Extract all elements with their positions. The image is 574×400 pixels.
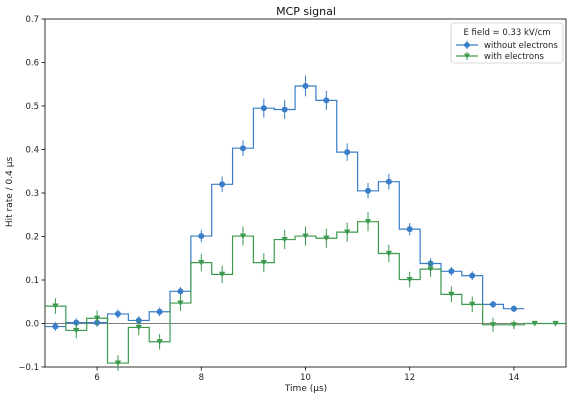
data-point (385, 250, 393, 257)
legend-label: without electrons (484, 41, 558, 51)
data-point (510, 305, 517, 312)
legend: E field = 0.33 kV/cm without electronswi… (450, 22, 564, 64)
data-point (552, 320, 559, 327)
data-point (281, 236, 288, 243)
data-point (343, 229, 351, 236)
data-point (469, 301, 476, 308)
data-point (448, 268, 455, 275)
y-tick-label: 0.2 (25, 233, 39, 243)
data-point (281, 106, 288, 113)
data-point (510, 322, 518, 328)
legend-label: with electrons (484, 52, 544, 62)
data-point (177, 300, 184, 307)
y-tick-label: 0.5 (25, 102, 39, 112)
y-tick-label: 0.6 (25, 59, 39, 69)
data-point (323, 235, 330, 242)
y-axis-ticks: −0.1 0.0 0.1 0.2 0.3 0.4 0.5 0.6 0.7 (18, 15, 45, 373)
data-point (52, 303, 59, 310)
y-tick-label: −0.1 (18, 363, 39, 373)
x-tick-label: 6 (94, 373, 99, 383)
legend-title: E field = 0.33 kV/cm (463, 28, 550, 38)
x-axis-ticks: 6 8 10 12 14 (94, 367, 519, 383)
data-point (156, 339, 163, 345)
legend-item: without electrons (456, 41, 558, 51)
data-point (218, 271, 226, 278)
data-point (260, 260, 268, 266)
x-tick-label: 10 (300, 373, 311, 383)
data-point (219, 181, 226, 188)
legend-swatch-marker (464, 42, 470, 48)
plot-area (44, 18, 567, 368)
data-point (323, 97, 330, 104)
y-tick-label: 0.7 (25, 15, 39, 25)
data-point (239, 233, 247, 240)
data-point (531, 320, 538, 327)
data-point (385, 178, 392, 185)
legend-item: with electrons (456, 52, 544, 62)
series-step-line (45, 85, 525, 328)
data-point (93, 315, 101, 322)
y-tick-label: 0.3 (25, 189, 39, 199)
data-point (302, 82, 309, 89)
x-tick-label: 12 (404, 373, 415, 383)
data-point (260, 105, 267, 112)
data-point (239, 145, 246, 152)
series-2 (45, 212, 566, 371)
data-point (52, 323, 59, 330)
y-tick-label: 0.1 (25, 276, 39, 286)
data-point (448, 291, 455, 298)
y-tick-label: 0.4 (25, 146, 39, 156)
data-point (490, 301, 497, 308)
data-point (156, 308, 163, 315)
legend-swatch-marker (464, 53, 470, 59)
legend-box (450, 22, 564, 64)
data-point (406, 226, 413, 233)
data-point (406, 276, 413, 283)
x-tick-label: 8 (199, 373, 204, 383)
series-step-line (45, 221, 566, 364)
x-tick-label: 14 (508, 373, 519, 383)
data-point (365, 187, 372, 194)
x-axis-label: Time (μs) (284, 384, 327, 394)
y-tick-label: 0.0 (25, 320, 39, 330)
data-point (114, 360, 122, 367)
data-point (364, 219, 372, 225)
data-point (114, 310, 121, 317)
data-point (489, 322, 497, 328)
data-point (198, 233, 205, 240)
data-point (198, 260, 205, 266)
data-point (344, 149, 351, 156)
data-point (135, 324, 142, 331)
chart-title: MCP signal (276, 5, 336, 18)
y-axis-label: Hit rate / 0.4 μs (5, 157, 15, 228)
series-layer (45, 75, 566, 371)
data-point (469, 272, 476, 279)
data-point (302, 233, 309, 240)
data-point (427, 266, 434, 273)
data-point (177, 288, 184, 295)
data-point (73, 327, 80, 334)
